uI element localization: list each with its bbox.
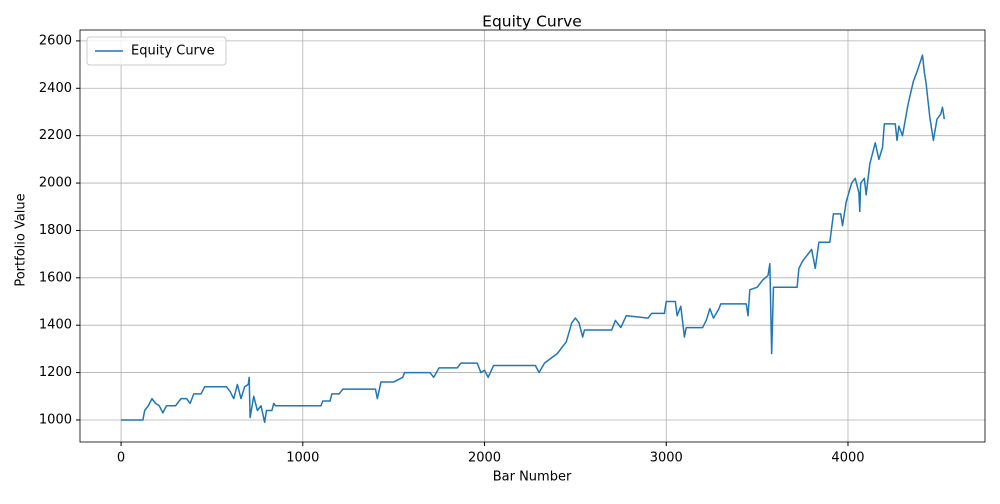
x-tick-label: 2000 [468,451,501,466]
legend-label: Equity Curve [131,44,215,59]
chart-title: Equity Curve [482,13,582,31]
x-axis-label: Bar Number [493,470,572,485]
legend: Equity Curve [86,36,227,66]
x-tick-label: 3000 [650,451,683,466]
x-tick-label: 0 [117,451,125,466]
y-tick-label: 1200 [39,365,72,380]
y-tick-label: 1600 [39,270,72,285]
series-line [121,54,946,424]
y-tick-label: 2600 [39,33,72,48]
y-tick-label: 1400 [39,318,72,333]
legend-box [86,36,227,66]
y-tick-label: 2400 [39,81,72,96]
y-tick-label: 1800 [39,223,72,238]
y-axis-label: Portfolio Value [14,193,29,286]
x-tick-label: 4000 [831,451,864,466]
x-tick-label: 1000 [286,451,319,466]
y-tick-label: 2000 [39,176,72,191]
plot-frame [79,29,986,443]
y-tick-label: 1000 [39,412,72,427]
y-tick-label: 2200 [39,128,72,143]
